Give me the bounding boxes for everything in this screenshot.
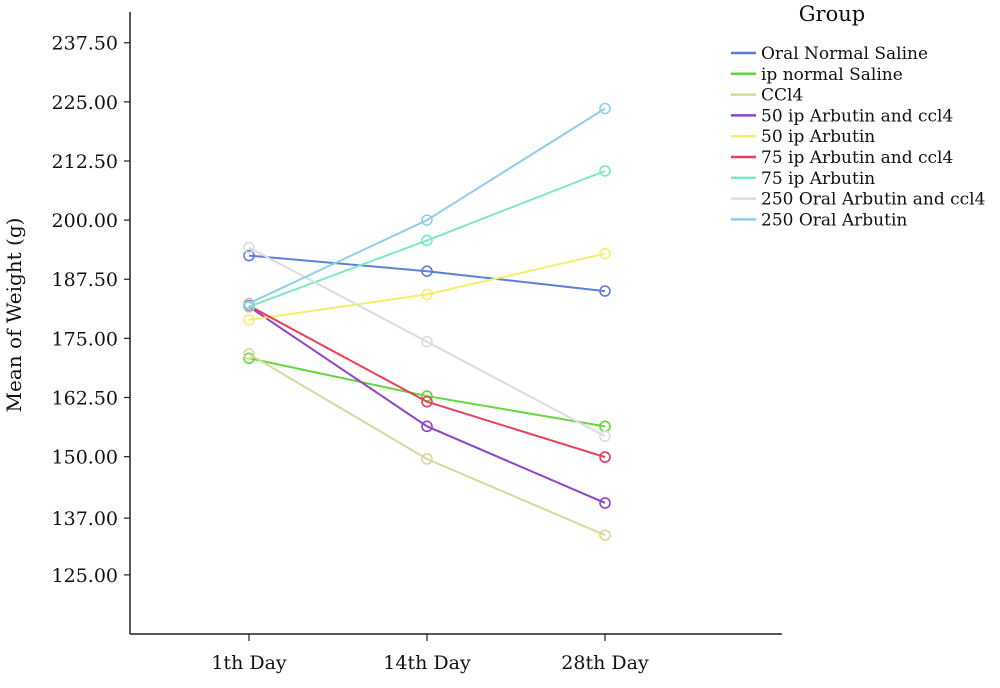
series-line	[248, 357, 606, 428]
data-point-marker	[243, 297, 255, 310]
y-tick-label: 150.00	[52, 447, 118, 469]
data-point-marker	[421, 335, 433, 348]
series-line	[248, 107, 606, 305]
legend-entry-label: CCl4	[761, 86, 803, 106]
series-line	[248, 304, 606, 459]
data-point-marker	[421, 453, 433, 465]
y-tick-label: 187.50	[52, 269, 118, 291]
series-line	[248, 169, 606, 308]
series-group	[243, 165, 611, 313]
series-group	[243, 102, 611, 310]
series-line	[248, 254, 606, 293]
legend-entry-label: Oral Normal Saline	[761, 44, 928, 64]
data-point-marker	[243, 352, 255, 365]
axes	[129, 12, 782, 635]
legend-entry-label: ip normal Saline	[761, 65, 903, 85]
y-tick-label: 137.00	[52, 508, 118, 530]
legend-entry-label: 75 ip Arbutin and ccl4	[761, 148, 953, 168]
series-layer	[243, 102, 611, 541]
series-group	[243, 348, 611, 541]
x-tick-group: 1th Day 14th Day 28th Day	[211, 634, 649, 674]
x-tick-label: 1th Day	[211, 652, 287, 674]
data-point-marker	[243, 300, 255, 313]
y-tick-label: 162.50	[52, 387, 118, 409]
data-point-marker	[421, 288, 433, 301]
y-tick-label: 125.00	[52, 565, 118, 587]
legend-entry-label: 50 ip Arbutin	[761, 127, 875, 147]
legend-entry-label: 250 Oral Arbutin and ccl4	[761, 190, 985, 210]
y-tick-label: 175.00	[52, 328, 118, 350]
data-point-marker	[243, 249, 255, 262]
data-point-marker	[243, 348, 255, 360]
series-line	[248, 246, 606, 438]
x-tick-label: 14th Day	[383, 652, 471, 674]
data-point-marker	[243, 241, 255, 254]
legend-entry-label: 75 ip Arbutin	[761, 169, 875, 189]
data-point-marker	[599, 165, 611, 177]
data-point-marker	[599, 285, 611, 297]
series-line	[248, 305, 606, 504]
series-line	[248, 252, 606, 321]
y-axis-title: Mean of Weight (g)	[2, 218, 26, 413]
series-group	[243, 247, 611, 326]
data-point-marker	[421, 395, 433, 408]
series-group	[243, 241, 611, 443]
series-group	[243, 352, 611, 433]
y-tick-group: 125.00 137.00 150.00 162.50 175.00 187.50 200.…	[52, 33, 130, 587]
series-line	[248, 353, 606, 537]
legend-title: Group	[799, 2, 865, 26]
data-point-marker	[243, 314, 255, 326]
series-group	[243, 249, 611, 297]
data-point-marker	[421, 420, 433, 433]
y-tick-label: 200.00	[52, 210, 118, 232]
x-tick-label: 28th Day	[561, 652, 649, 674]
data-point-marker	[599, 497, 611, 509]
data-point-marker	[599, 451, 611, 463]
y-tick-label: 225.00	[52, 92, 118, 114]
series-group	[243, 299, 611, 463]
y-tick-label: 237.50	[52, 33, 118, 55]
data-point-marker	[599, 102, 611, 115]
data-point-marker	[599, 529, 611, 541]
y-tick-label: 212.50	[52, 151, 118, 173]
data-point-marker	[421, 234, 433, 247]
data-point-marker	[421, 265, 433, 278]
data-point-marker	[599, 247, 611, 260]
data-point-marker	[599, 430, 611, 443]
data-point-marker	[421, 214, 433, 226]
legend-entry-label: 50 ip Arbutin and ccl4	[761, 106, 953, 126]
legend-entry-label: 250 Oral Arbutin	[761, 210, 907, 230]
